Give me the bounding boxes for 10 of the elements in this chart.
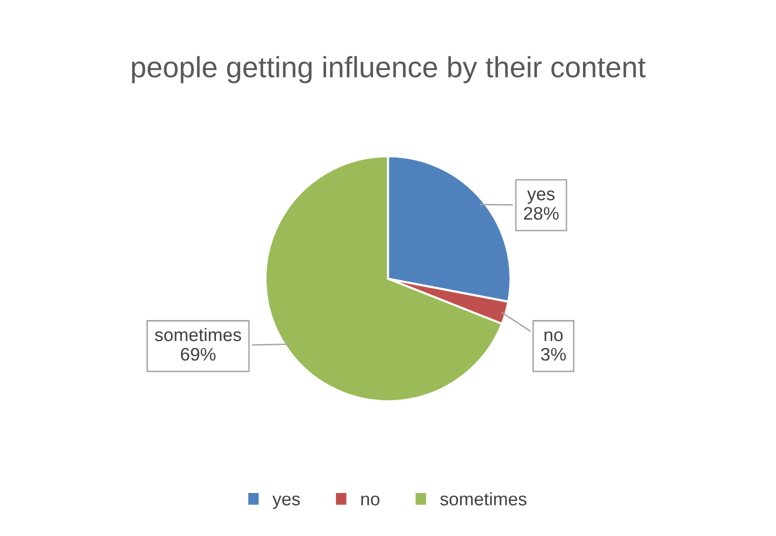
data-label: 28%	[524, 206, 559, 220]
slice-label: yes	[527, 190, 555, 204]
legend-label: yes	[272, 496, 300, 510]
slice-label: sometimes	[154, 328, 242, 342]
legend-label: no	[361, 496, 380, 506]
data-label: 3%	[541, 348, 566, 361]
legend-label: sometimes	[440, 492, 526, 506]
data-label: 69%	[180, 348, 216, 361]
slice-label: no	[544, 331, 563, 342]
chart-title: people getting influence by their content	[132, 56, 646, 84]
